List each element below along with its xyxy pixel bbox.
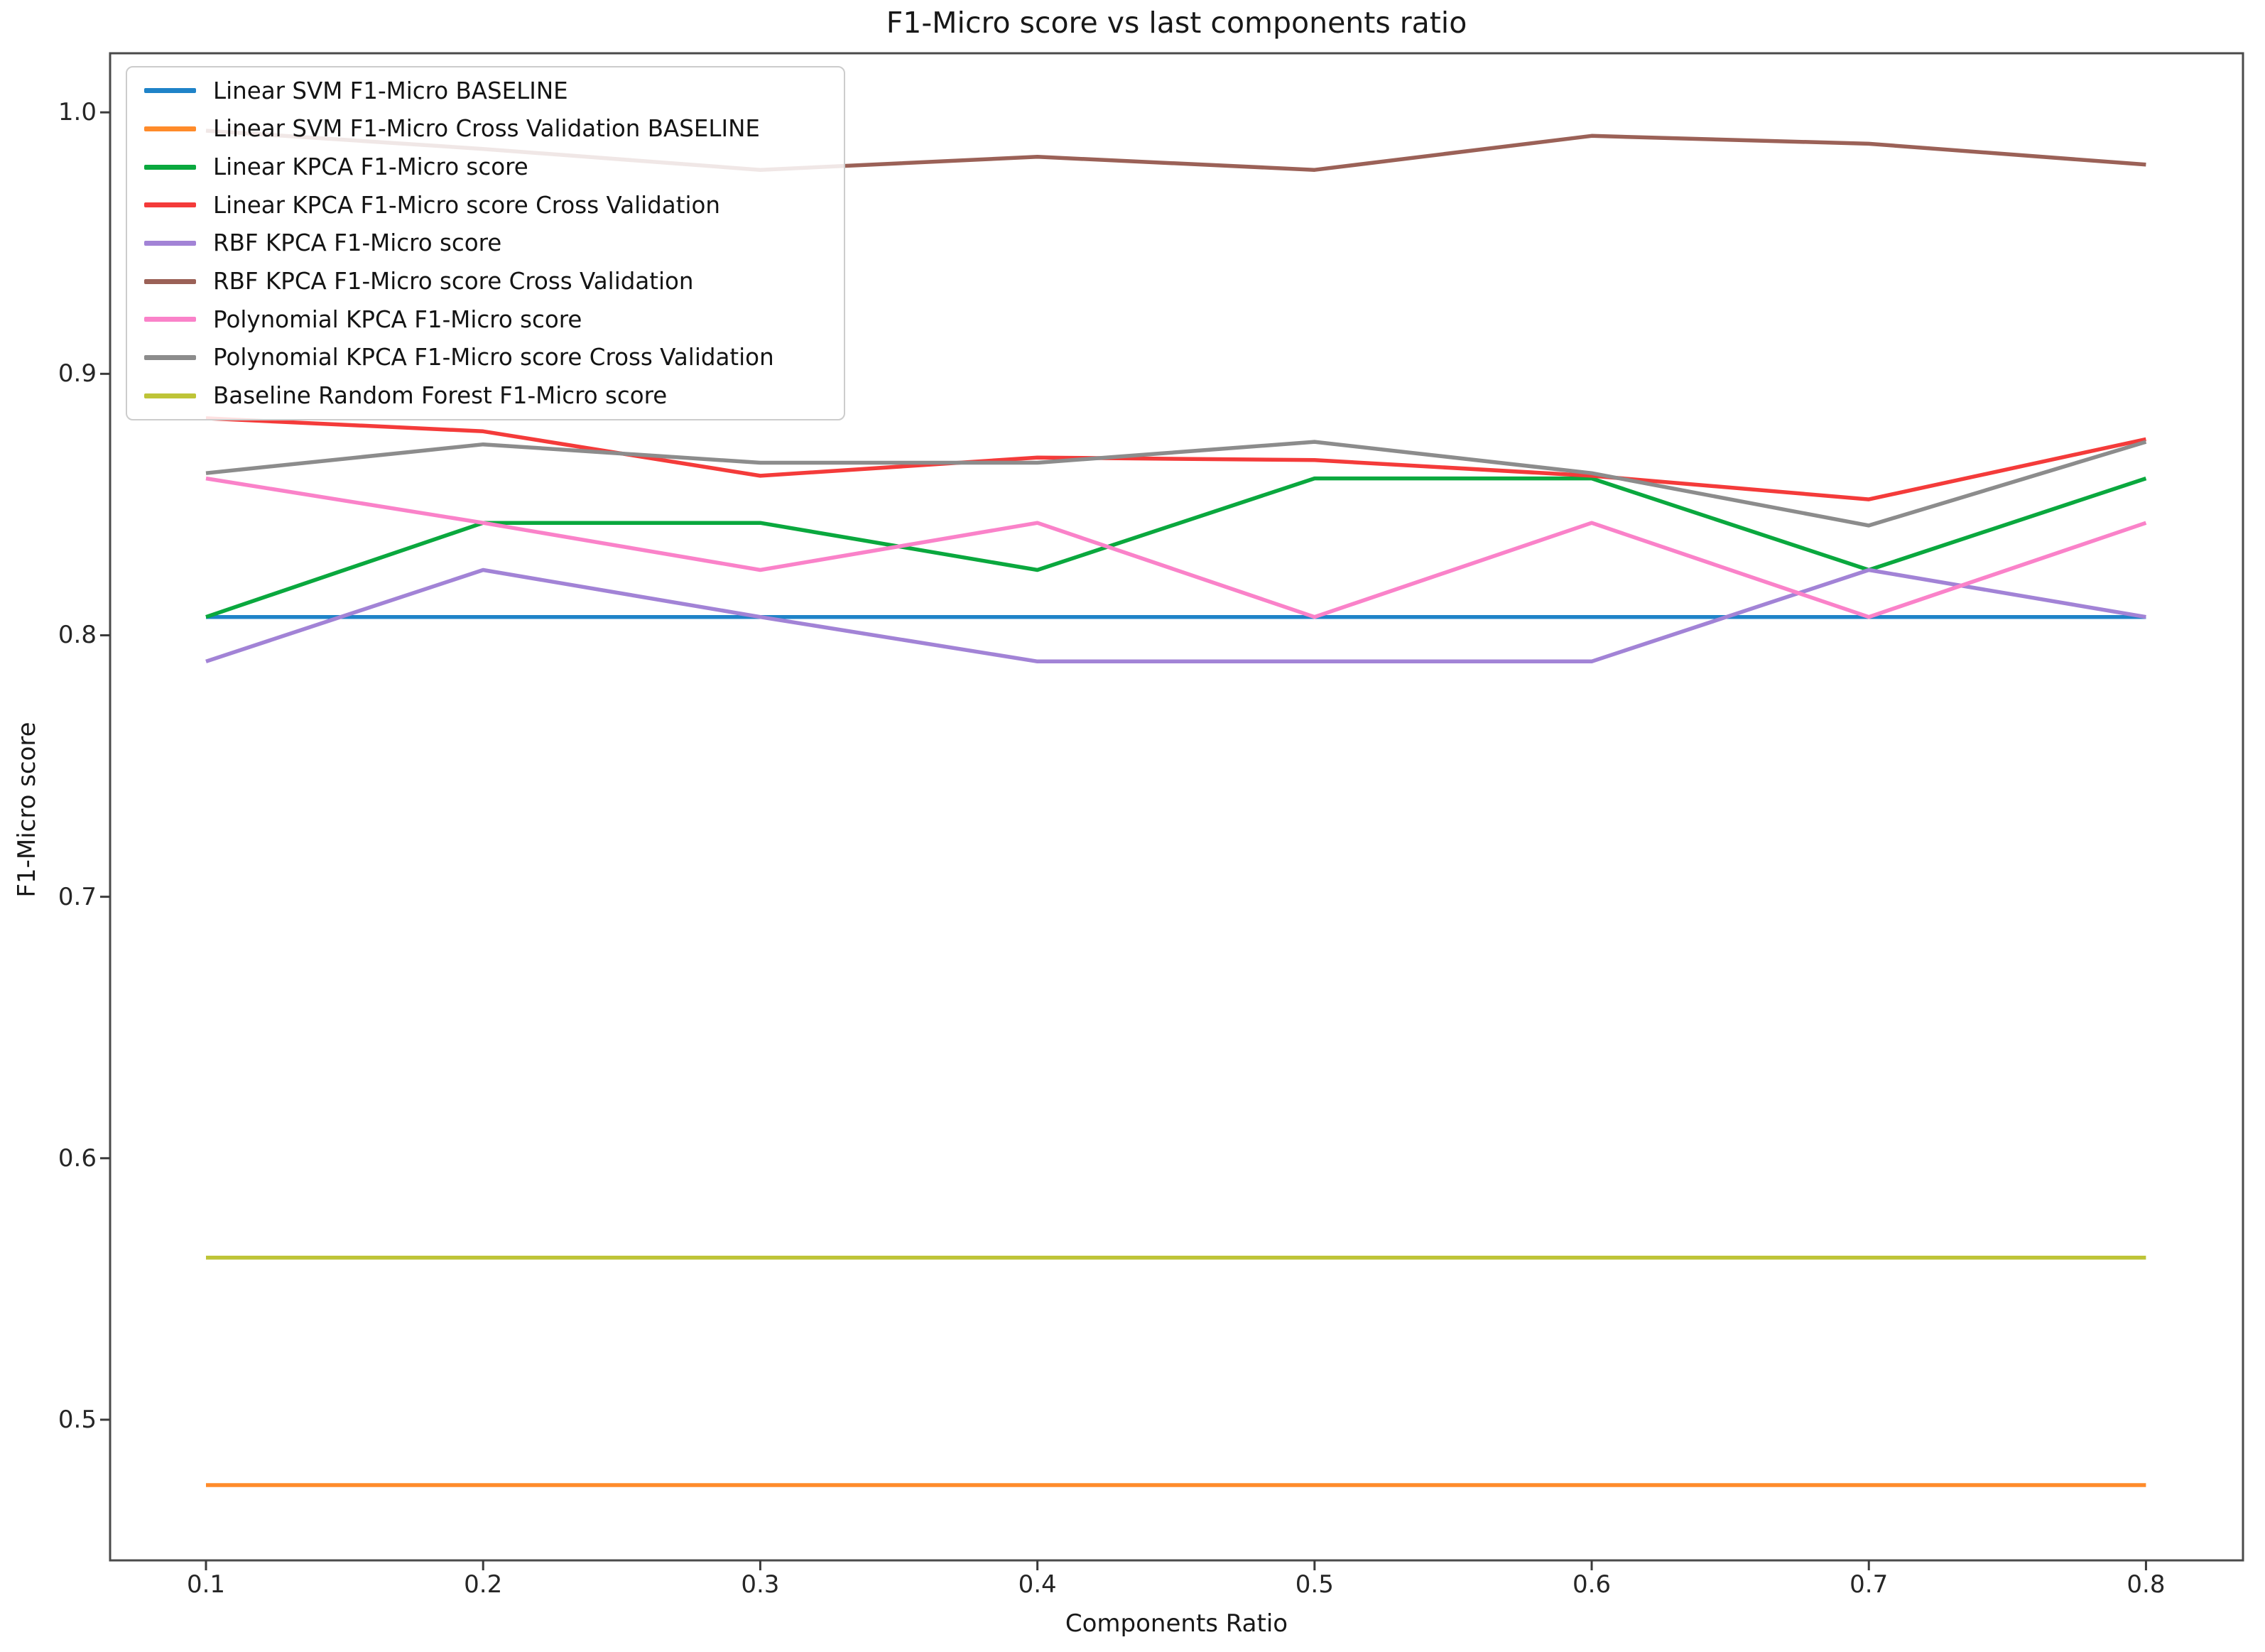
- series-line-3: [205, 416, 2146, 501]
- legend-line-swatch: [144, 202, 196, 208]
- axes-frame: [109, 52, 2244, 1562]
- legend-label: RBF KPCA F1-Micro score Cross Validation: [213, 268, 694, 295]
- chart-title: F1-Micro score vs last components ratio: [886, 6, 1467, 40]
- legend-item: Linear KPCA F1-Micro score Cross Validat…: [127, 192, 844, 219]
- y-tick-label: 0.5: [58, 1405, 97, 1434]
- legend-line-swatch: [144, 278, 196, 284]
- x-tick-label: 0.7: [1850, 1570, 1889, 1599]
- legend-label: Baseline Random Forest F1-Micro score: [213, 382, 668, 410]
- y-tick-label: 0.8: [58, 621, 97, 650]
- legend-label: Linear KPCA F1-Micro score: [213, 153, 528, 181]
- legend-line-swatch: [144, 88, 196, 94]
- y-tick-label: 0.9: [58, 359, 97, 388]
- legend-item: Baseline Random Forest F1-Micro score: [127, 382, 844, 409]
- legend-label: Linear SVM F1-Micro Cross Validation BAS…: [213, 115, 760, 143]
- legend-line-swatch: [144, 240, 196, 246]
- legend-label: Polynomial KPCA F1-Micro score Cross Val…: [213, 344, 774, 371]
- x-tick-label: 0.5: [1295, 1570, 1334, 1599]
- legend-line-swatch: [144, 393, 196, 398]
- y-tick-label: 1.0: [58, 98, 97, 127]
- legend-label: Linear SVM F1-Micro BASELINE: [213, 77, 568, 104]
- y-tick-label: 0.7: [58, 882, 97, 911]
- legend-line-swatch: [144, 317, 196, 322]
- x-tick-label: 0.8: [2127, 1570, 2166, 1599]
- legend-line-swatch: [144, 354, 196, 360]
- legend-line-swatch: [144, 164, 196, 170]
- legend-line-swatch: [144, 126, 196, 131]
- y-tick-label: 0.6: [58, 1143, 97, 1173]
- series-line-2: [205, 476, 2147, 619]
- legend: Linear SVM F1-Micro BASELINE Linear SVM F…: [126, 66, 845, 420]
- legend-label: RBF KPCA F1-Micro score: [213, 229, 502, 257]
- legend-item: RBF KPCA F1-Micro score: [127, 229, 844, 256]
- legend-label: Linear KPCA F1-Micro score Cross Validat…: [213, 191, 720, 219]
- x-axis-label: Components Ratio: [1065, 1609, 1288, 1638]
- x-tick-label: 0.6: [1572, 1570, 1612, 1599]
- x-tick-label: 0.4: [1018, 1570, 1057, 1599]
- legend-label: Polynomial KPCA F1-Micro score: [213, 305, 582, 333]
- legend-item: Linear KPCA F1-Micro score: [127, 153, 844, 180]
- x-tick-label: 0.3: [741, 1570, 780, 1599]
- series-line-4: [205, 567, 2146, 664]
- x-tick-label: 0.2: [464, 1570, 503, 1599]
- x-tick-label: 0.1: [186, 1570, 226, 1599]
- legend-item: RBF KPCA F1-Micro score Cross Validation: [127, 268, 844, 295]
- series-line-6: [205, 476, 2147, 619]
- legend-item: Polynomial KPCA F1-Micro score Cross Val…: [127, 344, 844, 371]
- legend-item: Polynomial KPCA F1-Micro score: [127, 306, 844, 333]
- series-line-7: [205, 440, 2147, 528]
- legend-item: Linear SVM F1-Micro BASELINE: [127, 77, 844, 104]
- legend-item: Linear SVM F1-Micro Cross Validation BAS…: [127, 115, 844, 142]
